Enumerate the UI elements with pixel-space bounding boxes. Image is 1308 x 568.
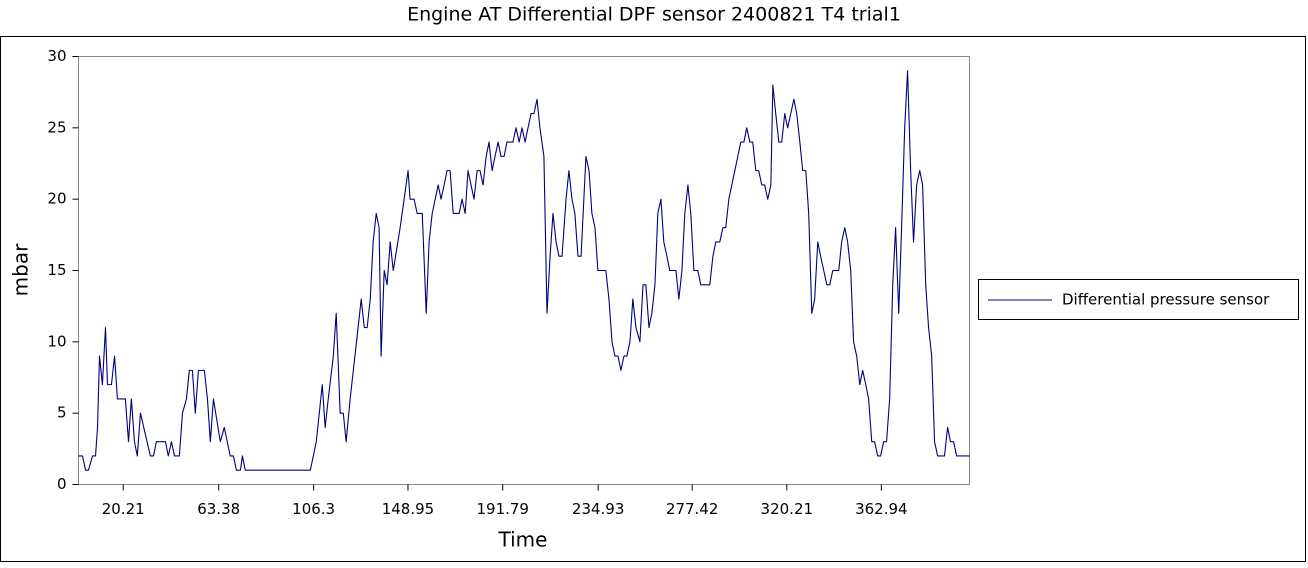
y-tick-label: 25 [47, 118, 66, 136]
x-tick-label: 106.3 [292, 500, 335, 518]
x-tick-label: 362.94 [855, 500, 908, 518]
y-tick-label: 15 [47, 261, 66, 279]
x-tick-label: 20.21 [102, 500, 145, 518]
y-axis-label: mbar [9, 243, 33, 296]
x-tick-label: 148.95 [382, 500, 435, 518]
legend: Differential pressure sensor [978, 279, 1299, 320]
y-tick-label: 5 [57, 404, 67, 422]
y-tick-label: 20 [47, 190, 66, 208]
plot-area [78, 56, 970, 485]
y-tick-label: 10 [47, 332, 66, 350]
x-tick-label: 320.21 [761, 500, 814, 518]
chart-title: Engine AT Differential DPF sensor 240082… [407, 4, 901, 26]
x-tick-label: 63.38 [197, 500, 240, 518]
chart-frame [0, 36, 1306, 562]
legend-label: Differential pressure sensor [1062, 291, 1270, 309]
x-tick-label: 191.79 [476, 500, 529, 518]
x-tick-label: 234.93 [572, 500, 625, 518]
data-line [78, 70, 970, 471]
x-axis-label: Time [498, 528, 548, 552]
y-tick-label: 30 [47, 47, 66, 65]
y-tick-label: 0 [57, 475, 67, 493]
x-tick-label: 277.42 [666, 500, 719, 518]
